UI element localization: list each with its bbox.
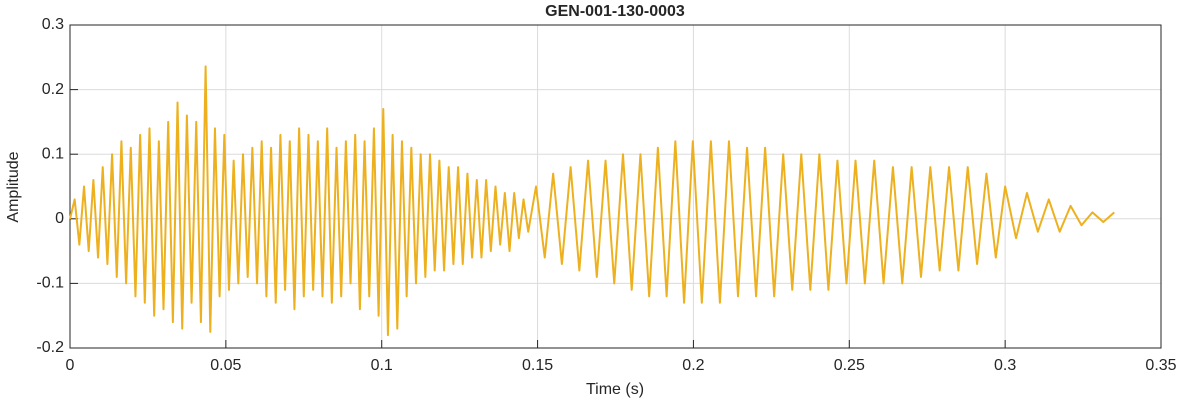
x-tick-label: 0.1 bbox=[371, 357, 393, 374]
x-tick-label: 0 bbox=[66, 357, 75, 374]
x-tick-label: 0.25 bbox=[834, 357, 865, 374]
y-tick-label: 0.1 bbox=[42, 145, 64, 162]
y-tick-label: -0.1 bbox=[36, 275, 64, 292]
y-tick-label: 0.2 bbox=[42, 81, 64, 98]
x-tick-label: 0.05 bbox=[210, 357, 241, 374]
chart-title: GEN-001-130-0003 bbox=[545, 3, 685, 20]
x-axis-label: Time (s) bbox=[586, 381, 644, 398]
x-tick-label: 0.3 bbox=[994, 357, 1016, 374]
plot-frame bbox=[69, 24, 1162, 349]
waveform-line bbox=[69, 65, 1115, 337]
y-tick-label: 0 bbox=[55, 210, 64, 227]
y-axis-label: Amplitude bbox=[5, 151, 22, 222]
x-tick-label: 0.35 bbox=[1145, 357, 1176, 374]
y-tick-label: 0.3 bbox=[42, 16, 64, 33]
x-tick-label: 0.15 bbox=[522, 357, 553, 374]
y-tick-label: -0.2 bbox=[36, 339, 64, 356]
x-tick-label: 0.2 bbox=[682, 357, 704, 374]
